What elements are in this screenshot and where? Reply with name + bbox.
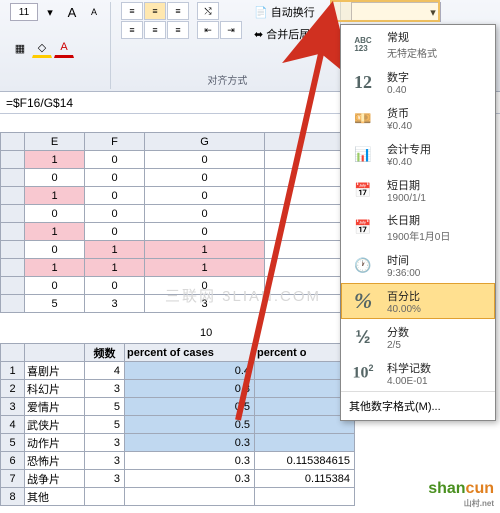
number-format-option[interactable]: 📅 短日期 1900/1/1 bbox=[341, 172, 495, 208]
number-format-option[interactable]: 🕐 时间 9:36:00 bbox=[341, 247, 495, 283]
align-bottom-icon[interactable]: ≡ bbox=[167, 2, 189, 20]
format-icon: 💴 bbox=[347, 104, 379, 132]
corner-cell[interactable] bbox=[1, 133, 25, 151]
formula-text: =$F16/G$14 bbox=[6, 96, 73, 110]
col-header[interactable]: E bbox=[25, 133, 85, 151]
format-sample: 0.40 bbox=[387, 85, 409, 96]
col-header[interactable] bbox=[25, 344, 85, 362]
format-label: 长日期 bbox=[387, 212, 450, 228]
table-row[interactable]: 0 0 0 bbox=[1, 169, 345, 187]
font-group-label bbox=[10, 74, 104, 89]
format-sample: 2/5 bbox=[387, 340, 409, 351]
col-header[interactable]: G bbox=[145, 133, 265, 151]
table-row[interactable]: 1 喜剧片 4 0.4 0. bbox=[1, 362, 355, 380]
align-group-label: 对齐方式 bbox=[121, 70, 334, 89]
font-decrease-icon[interactable]: A bbox=[84, 2, 104, 22]
format-icon: ABC123 bbox=[347, 31, 379, 59]
col-header[interactable] bbox=[265, 133, 345, 151]
table-row[interactable]: 1 0 0 bbox=[1, 187, 345, 205]
more-number-formats[interactable]: 其他数字格式(M)... bbox=[341, 391, 495, 420]
site-logo: shancun 山村.net bbox=[428, 480, 494, 509]
font-increase-icon[interactable]: A bbox=[62, 2, 82, 22]
wrap-text-label: 自动换行 bbox=[271, 4, 315, 20]
format-label: 货币 bbox=[387, 105, 412, 121]
font-size-dropdown-icon[interactable]: ▾ bbox=[40, 2, 60, 22]
number-format-option[interactable]: ½ 分数 2/5 bbox=[341, 319, 495, 355]
mid-cell: 10 bbox=[200, 327, 212, 339]
col-header[interactable]: percent of cases bbox=[125, 344, 255, 362]
merge-center-button[interactable]: ⬌ 合并后居中 ▾ bbox=[250, 24, 334, 44]
table-row[interactable]: 6 恐怖片 3 0.3 0.115384615 bbox=[1, 452, 355, 470]
merge-label: 合并后居中 bbox=[266, 26, 321, 42]
bottom-table[interactable]: 频数 percent of cases percent o 1 喜剧片 4 0.… bbox=[0, 343, 355, 506]
alignment-group: ≡ ≡ ≡ ≡ ≡ ≡ ⤭ ⇤ ⇥ 📄 bbox=[115, 2, 341, 89]
format-icon: 102 bbox=[347, 359, 379, 387]
number-format-option[interactable]: 102 科学记数 4.00E-01 bbox=[341, 355, 495, 391]
format-sample: 4.00E-01 bbox=[387, 376, 431, 387]
table-row[interactable]: 5 动作片 3 0.3 bbox=[1, 434, 355, 452]
align-top-icon[interactable]: ≡ bbox=[121, 2, 143, 20]
format-sample: 1900年1月0日 bbox=[387, 228, 450, 243]
table-row[interactable]: 1 1 1 bbox=[1, 259, 345, 277]
table-row[interactable]: 8 其他 bbox=[1, 488, 355, 506]
corner-cell[interactable] bbox=[1, 344, 25, 362]
format-icon: 🕐 bbox=[347, 251, 379, 279]
table-row[interactable]: 1 0 0 bbox=[1, 223, 345, 241]
font-size-input[interactable] bbox=[10, 3, 38, 21]
number-format-option[interactable]: 📊 会计专用 ¥0.40 bbox=[341, 136, 495, 172]
format-icon: 12 bbox=[347, 68, 379, 96]
format-sample: 40.00% bbox=[387, 304, 421, 315]
format-label: 短日期 bbox=[387, 177, 426, 193]
merge-icon: ⬌ bbox=[254, 28, 263, 41]
format-icon: ½ bbox=[347, 323, 379, 351]
format-label: 时间 bbox=[387, 252, 420, 268]
format-label: 百分比 bbox=[387, 288, 421, 304]
format-sample: ¥0.40 bbox=[387, 157, 431, 168]
number-format-option[interactable]: % 百分比 40.00% bbox=[341, 283, 495, 319]
align-right-icon[interactable]: ≡ bbox=[167, 21, 189, 39]
format-icon: 📊 bbox=[347, 140, 379, 168]
format-sample: ¥0.40 bbox=[387, 121, 412, 132]
merge-dropdown-icon[interactable]: ▾ bbox=[324, 28, 330, 41]
format-icon: 📅 bbox=[347, 214, 379, 242]
fill-color-icon[interactable]: ◇ bbox=[32, 38, 52, 58]
table-row[interactable]: 1 0 0 bbox=[1, 151, 345, 169]
col-header[interactable]: F bbox=[85, 133, 145, 151]
wrap-text-icon: 📄 bbox=[254, 6, 268, 19]
format-label: 分数 bbox=[387, 324, 409, 340]
number-format-option[interactable]: 💴 货币 ¥0.40 bbox=[341, 100, 495, 136]
number-format-option[interactable]: 📅 长日期 1900年1月0日 bbox=[341, 208, 495, 247]
format-label: 会计专用 bbox=[387, 141, 431, 157]
col-header[interactable]: 频数 bbox=[85, 344, 125, 362]
format-highlight bbox=[330, 0, 440, 22]
table-row[interactable]: 0 1 1 bbox=[1, 241, 345, 259]
font-group: ▾ A A ▦ ◇ A bbox=[4, 2, 111, 89]
table-row[interactable]: 4 武侠片 5 0.5 bbox=[1, 416, 355, 434]
indent-increase-icon[interactable]: ⇥ bbox=[220, 21, 242, 39]
indent-decrease-icon[interactable]: ⇤ bbox=[197, 21, 219, 39]
watermark-text: 三联网 3LIAN.COM bbox=[165, 285, 321, 306]
table-row[interactable]: 3 爱情片 5 0.5 0 bbox=[1, 398, 355, 416]
format-sample: 1900/1/1 bbox=[387, 193, 426, 204]
number-format-dropdown: ABC123 常规 无特定格式 12 数字 0.40 💴 货币 ¥0.40 📊 … bbox=[340, 24, 496, 421]
number-format-option[interactable]: 12 数字 0.40 bbox=[341, 64, 495, 100]
align-middle-icon[interactable]: ≡ bbox=[144, 2, 166, 20]
format-label: 科学记数 bbox=[387, 360, 431, 376]
align-left-icon[interactable]: ≡ bbox=[121, 21, 143, 39]
font-color-icon[interactable]: A bbox=[54, 38, 74, 58]
format-sample: 9:36:00 bbox=[387, 268, 420, 279]
format-sample: 无特定格式 bbox=[387, 45, 437, 60]
format-label: 常规 bbox=[387, 29, 437, 45]
table-row[interactable]: 7 战争片 3 0.3 0.115384 bbox=[1, 470, 355, 488]
number-format-option[interactable]: ABC123 常规 无特定格式 bbox=[341, 25, 495, 64]
border-icon[interactable]: ▦ bbox=[10, 38, 30, 58]
table-row[interactable]: 2 科幻片 3 0.3 0. bbox=[1, 380, 355, 398]
align-center-icon[interactable]: ≡ bbox=[144, 21, 166, 39]
format-label: 数字 bbox=[387, 69, 409, 85]
format-icon: 📅 bbox=[347, 176, 379, 204]
wrap-text-button[interactable]: 📄 自动换行 bbox=[250, 2, 334, 22]
table-row[interactable]: 0 0 0 bbox=[1, 205, 345, 223]
format-icon: % bbox=[347, 287, 379, 315]
orientation-icon[interactable]: ⤭ bbox=[197, 2, 219, 20]
